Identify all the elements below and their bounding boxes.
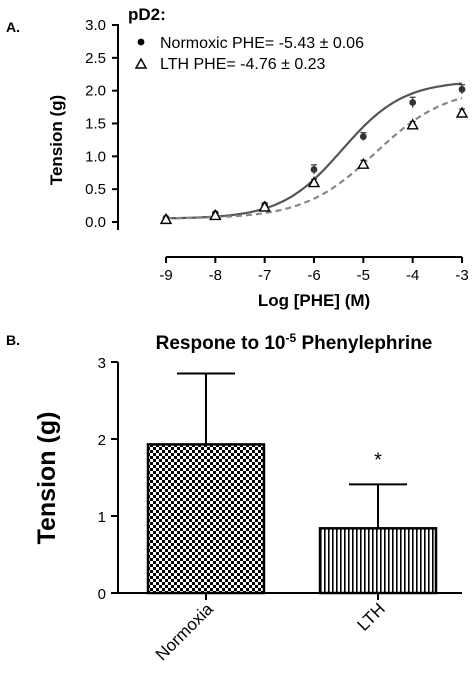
panel-b: B. Respone to 10-5 Phenylephrine Tension… xyxy=(6,331,462,664)
panel-a: A. 0.00.51.01.52.02.53.0 -9 -8 -7 -6 -5 -4 -3 … xyxy=(6,5,469,310)
panel-b-title-main: Respone to 10 xyxy=(156,333,286,354)
data-point-lth xyxy=(307,176,321,188)
category-label-normoxia: Normoxia xyxy=(152,599,217,664)
data-point-lth xyxy=(406,118,419,130)
panel-b-y-axis-label: Tension (g) xyxy=(33,412,61,545)
panel-a-x-axis-label: Log [PHE] (M) xyxy=(258,291,370,310)
panel-a-x-tick-label: -8 xyxy=(209,267,222,284)
panel-a-y-tick-label: 1.0 xyxy=(85,148,106,165)
panel-a-data-points xyxy=(159,84,469,225)
bar-normoxia xyxy=(146,443,266,595)
data-point-normoxic xyxy=(458,85,466,93)
panel-a-x-tick-label: -4 xyxy=(406,267,419,284)
panel-a-y-tick-label: 0.5 xyxy=(85,181,106,198)
panel-b-y-tick-label: 3 xyxy=(98,355,106,372)
panel-a-fit-curves xyxy=(165,82,463,220)
panel-b-title: Respone to 10-5 Phenylephrine xyxy=(156,331,433,354)
panel-a-label: A. xyxy=(6,19,20,35)
legend-label-normoxic: Normoxic PHE= -5.43 ± 0.06 xyxy=(160,35,364,52)
fit-curve-lth xyxy=(166,96,463,220)
bar-lth xyxy=(318,527,438,595)
data-point-lth xyxy=(455,106,469,118)
panel-a-x-tick-label: -9 xyxy=(159,267,172,284)
panel-a-y-axis: 0.0 0.5 1.0 1.5 2.0 2.5 3.0 xyxy=(85,17,119,231)
data-point-normoxic xyxy=(409,99,417,106)
legend-marker-normoxic xyxy=(137,38,145,46)
panel-b-title-rest: Phenylephrine xyxy=(296,333,432,354)
data-point-normoxic xyxy=(359,133,367,141)
panel-b-title-sup: -5 xyxy=(286,331,297,345)
legend-marker-lth xyxy=(134,57,148,69)
significance-marker: * xyxy=(374,449,382,471)
panel-a-x-tick-label: -3 xyxy=(455,267,468,284)
panel-a-y-tick-label: 3.0 xyxy=(85,17,106,34)
panel-a-x-axis: -9 -8 -7 -6 -5 -4 -3 xyxy=(159,256,469,284)
legend-label-lth: LTH PHE= -4.76 ± 0.23 xyxy=(160,56,326,73)
data-point-lth xyxy=(258,200,271,212)
panel-b-label: B. xyxy=(6,332,20,348)
data-point-normoxic xyxy=(310,166,318,173)
data-point-lth xyxy=(209,208,222,221)
panel-b-bars: Normoxia * LTH xyxy=(146,372,438,664)
panel-a-y-axis-label: Tension (g) xyxy=(47,95,66,185)
panel-b-y-axis: 0 1 2 3 xyxy=(98,355,119,603)
panel-b-y-tick-label: 2 xyxy=(98,432,106,449)
legend-title: pD2: xyxy=(128,5,166,24)
data-point-lth xyxy=(357,157,370,169)
data-point-lth xyxy=(159,212,173,225)
panel-b-y-tick-label: 1 xyxy=(98,509,106,526)
panel-b-y-tick-label: 0 xyxy=(98,586,106,603)
panel-a-legend: pD2: Normoxic PHE= -5.43 ± 0.06 LTH PHE=… xyxy=(128,5,364,73)
panel-a-y-tick-label: 0.0 xyxy=(85,214,106,231)
panel-a-x-tick-label: -6 xyxy=(307,267,320,284)
panel-a-x-tick-label: -7 xyxy=(258,267,271,284)
panel-a-y-tick-label: 1.5 xyxy=(85,116,106,133)
panel-a-y-tick-label: 2.0 xyxy=(85,83,106,100)
category-label-lth: LTH xyxy=(354,599,389,634)
panel-a-y-tick-label: 2.5 xyxy=(85,50,106,67)
panel-a-x-tick-label: -5 xyxy=(357,267,370,284)
